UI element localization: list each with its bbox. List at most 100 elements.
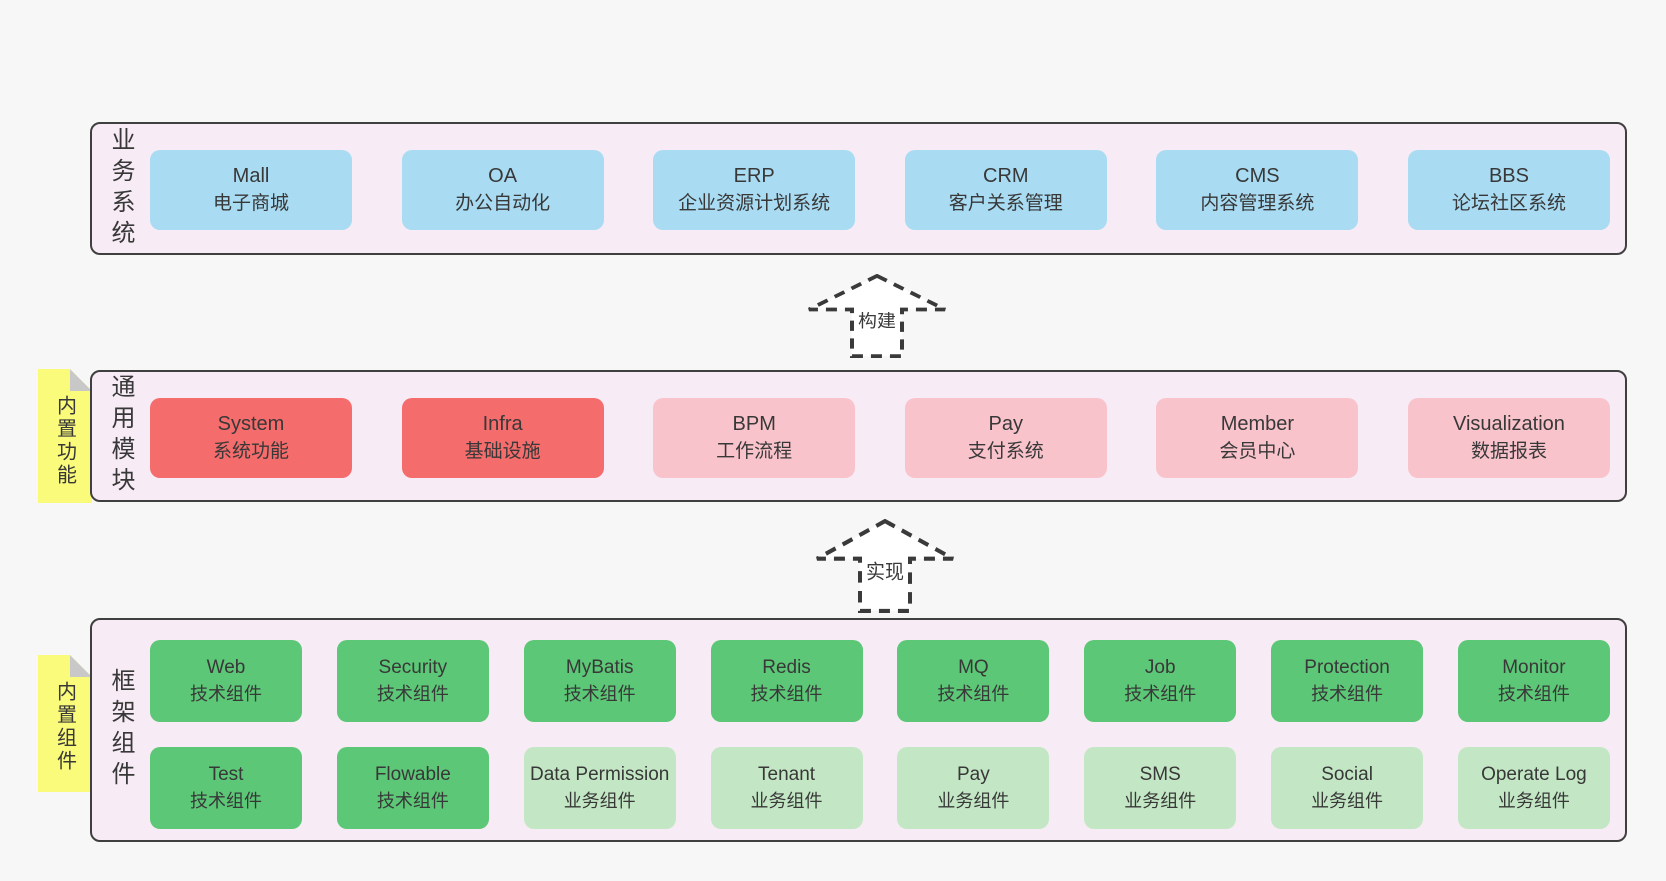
box-title: Tenant: [758, 764, 816, 786]
box-title: Mall: [232, 165, 270, 188]
box-subtitle: 系统功能: [212, 440, 289, 462]
box-subtitle: 客户关系管理: [948, 192, 1063, 214]
box-title: CMS: [1235, 165, 1280, 188]
box-flowable: Flowable 技术组件: [336, 747, 489, 829]
box-title: Security: [378, 657, 448, 679]
box-title: OA: [488, 165, 518, 188]
box-subtitle: 技术组件: [376, 790, 449, 811]
box-subtitle: 电子商城: [212, 192, 289, 214]
box-job: Job 技术组件: [1084, 640, 1237, 722]
box-title: Pay: [957, 764, 990, 786]
layer-label-framework-components: 框架组件: [107, 668, 134, 792]
box-infra: Infra 基础设施: [401, 398, 604, 478]
box-subtitle: 业务组件: [1497, 790, 1570, 811]
box-title: BPM: [732, 413, 776, 436]
box-title: Test: [208, 764, 244, 786]
box-tenant: Tenant 业务组件: [710, 747, 863, 829]
box-subtitle: 基础设施: [464, 440, 541, 462]
box-subtitle: 业务组件: [563, 790, 636, 811]
box-mq: MQ 技术组件: [897, 640, 1050, 722]
box-title: Member: [1220, 413, 1295, 436]
box-subtitle: 技术组件: [190, 683, 262, 704]
box-subtitle: 会员中心: [1219, 440, 1296, 462]
box-mybatis: MyBatis 技术组件: [523, 640, 676, 722]
box-subtitle: 业务组件: [750, 790, 823, 811]
note-fold-corner-icon: [70, 369, 92, 391]
box-title: Operate Log: [1481, 764, 1587, 786]
box-title: Data Permission: [529, 764, 670, 786]
box-web: Web 技术组件: [150, 640, 302, 722]
box-subtitle: 技术组件: [1311, 683, 1384, 704]
box-monitor: Monitor 技术组件: [1457, 640, 1610, 722]
box-subtitle: 技术组件: [1124, 683, 1197, 704]
box-redis: Redis 技术组件: [710, 640, 863, 722]
box-test: Test 技术组件: [150, 747, 302, 829]
box-subtitle: 工作流程: [716, 440, 793, 462]
layer-common-modules: 通用模块 System 系统功能 Infra 基础设施 BPM 工作流程 Pay…: [90, 370, 1627, 502]
box-subtitle: 支付系统: [967, 440, 1044, 462]
box-subtitle: 技术组件: [1497, 683, 1570, 704]
box-subtitle: 数据报表: [1470, 440, 1547, 462]
box-subtitle: 技术组件: [937, 683, 1010, 704]
box-title: Social: [1321, 764, 1373, 786]
box-subtitle: 技术组件: [750, 683, 823, 704]
box-pay-biz: Pay 业务组件: [897, 747, 1050, 829]
box-subtitle: 技术组件: [563, 683, 636, 704]
sticky-note-built-in-features: 内置功能: [38, 369, 92, 503]
layer-business-systems: 业务系统 Mall 电子商城 OA 办公自动化 ERP 企业资源计划系统 CRM…: [90, 122, 1627, 255]
box-system: System 系统功能: [150, 398, 352, 478]
note-fold-corner-icon: [70, 655, 92, 677]
dashed-up-arrow-icon: 实现: [816, 519, 954, 613]
layer-framework-components: 框架组件 Web 技术组件 Security 技术组件 MyBatis 技术组件…: [90, 618, 1627, 842]
box-title: Web: [206, 657, 246, 679]
box-title: CRM: [983, 165, 1029, 188]
box-operate-log: Operate Log 业务组件: [1457, 747, 1610, 829]
box-erp: ERP 企业资源计划系统: [653, 150, 856, 230]
box-cms: CMS 内容管理系统: [1156, 150, 1359, 230]
box-subtitle: 业务组件: [1311, 790, 1384, 811]
box-protection: Protection 技术组件: [1271, 640, 1424, 722]
layer-label-business-systems: 业务系统: [107, 126, 134, 251]
box-title: MyBatis: [565, 657, 634, 679]
box-mall: Mall 电子商城: [150, 150, 352, 230]
sticky-note-text: 内置组件: [53, 681, 76, 773]
box-visualization: Visualization 数据报表: [1407, 398, 1610, 478]
box-title: System: [217, 413, 285, 436]
box-subtitle: 业务组件: [1124, 790, 1197, 811]
arrow-build: 构建: [807, 274, 947, 358]
box-subtitle: 办公自动化: [455, 192, 551, 214]
box-title: BBS: [1488, 165, 1529, 188]
box-data-permission: Data Permission 业务组件: [523, 747, 676, 829]
dashed-up-arrow-icon: 构建: [808, 274, 946, 358]
box-title: MQ: [958, 657, 989, 679]
box-subtitle: 企业资源计划系统: [678, 192, 831, 214]
arrow-label: 实现: [866, 561, 904, 583]
box-title: Infra: [482, 413, 523, 436]
box-title: Flowable: [374, 764, 451, 786]
arrow-implement: 实现: [815, 519, 955, 613]
box-title: Redis: [762, 657, 811, 679]
box-member: Member 会员中心: [1156, 398, 1359, 478]
box-title: Job: [1144, 657, 1176, 679]
box-subtitle: 技术组件: [376, 683, 449, 704]
box-title: Pay: [988, 413, 1024, 436]
box-title: SMS: [1139, 764, 1181, 786]
box-subtitle: 论坛社区系统: [1451, 192, 1566, 214]
box-subtitle: 技术组件: [190, 790, 262, 811]
box-bbs: BBS 论坛社区系统: [1407, 150, 1610, 230]
box-title: Protection: [1304, 657, 1390, 679]
box-social: Social 业务组件: [1271, 747, 1424, 829]
box-subtitle: 业务组件: [937, 790, 1010, 811]
arrow-label: 构建: [858, 311, 896, 331]
box-title: Visualization: [1453, 413, 1565, 436]
sticky-note-built-in-components: 内置组件: [38, 655, 92, 792]
sticky-note-text: 内置功能: [53, 395, 76, 487]
box-sms: SMS 业务组件: [1084, 747, 1237, 829]
layer-label-common-modules: 通用模块: [107, 374, 134, 498]
box-pay: Pay 支付系统: [904, 398, 1107, 478]
box-title: Monitor: [1502, 657, 1566, 679]
box-oa: OA 办公自动化: [401, 150, 604, 230]
box-crm: CRM 客户关系管理: [904, 150, 1107, 230]
box-security: Security 技术组件: [336, 640, 489, 722]
